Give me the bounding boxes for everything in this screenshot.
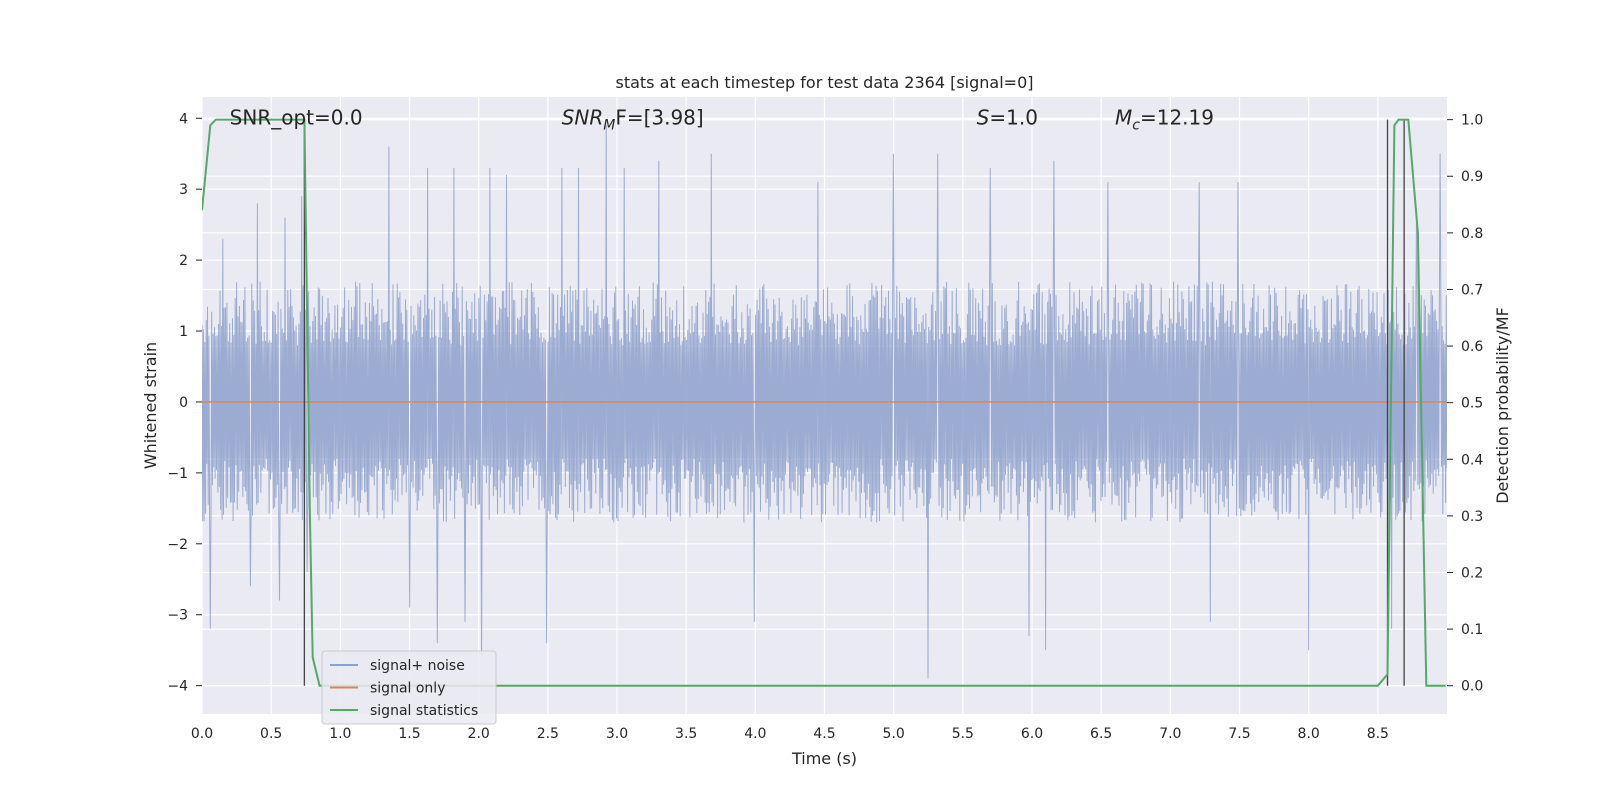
y-axis-right-label: Detection probability/MF xyxy=(1493,307,1512,504)
y-right-tick-label: 0.5 xyxy=(1461,396,1483,412)
x-tick-label: 8.5 xyxy=(1367,726,1389,742)
legend: signal+ noise signal only signal statistic… xyxy=(321,650,497,725)
legend-box xyxy=(321,650,497,725)
y-right-tick-label: 0.1 xyxy=(1461,622,1483,638)
x-tick-label: 1.5 xyxy=(398,726,420,742)
x-tick-label: 6.5 xyxy=(1090,726,1112,742)
x-tick-label: 3.0 xyxy=(606,726,628,742)
y-left-tick-label: −2 xyxy=(167,537,188,553)
y-right-tick-label: 0.4 xyxy=(1461,452,1483,468)
legend-entry-label: signal+ noise xyxy=(370,658,465,674)
plot-area xyxy=(202,118,1447,687)
legend-entry-label: signal statistics xyxy=(370,703,478,719)
x-tick-label: 8.0 xyxy=(1298,726,1320,742)
x-tick-label: 5.0 xyxy=(883,726,905,742)
y-right-tick-label: 0.2 xyxy=(1461,565,1483,581)
x-tick-label: 2.5 xyxy=(537,726,559,742)
x-tick-label: 3.5 xyxy=(675,726,697,742)
y-left-tick-label: 4 xyxy=(179,111,188,127)
y-right-tick-label: 0.8 xyxy=(1461,226,1483,242)
x-tick-label: 1.0 xyxy=(329,726,351,742)
x-tick-label: 2.0 xyxy=(468,726,490,742)
y-left-tick-label: 0 xyxy=(179,395,188,411)
y-right-tick-label: 0.0 xyxy=(1461,679,1483,695)
y-left-tick-label: 3 xyxy=(179,182,188,198)
y-axis-left-label: Whitened strain xyxy=(141,342,160,469)
y-right-tick-label: 0.6 xyxy=(1461,339,1483,355)
y-right-tick-label: 1.0 xyxy=(1461,113,1483,129)
x-tick-label: 4.5 xyxy=(813,726,835,742)
annotation-text: S=1.0 xyxy=(977,105,1038,129)
x-axis-label: Time (s) xyxy=(791,749,857,768)
x-tick-label: 0.0 xyxy=(191,726,213,742)
legend-entry-label: signal only xyxy=(370,681,445,697)
x-tick-label: 7.0 xyxy=(1159,726,1181,742)
x-tick-label: 0.5 xyxy=(260,726,282,742)
y-left-tick-label: 2 xyxy=(179,253,188,269)
annotation-text: Mc=12.19 xyxy=(1115,105,1214,133)
x-tick-label: 7.5 xyxy=(1228,726,1250,742)
y-left-tick-label: 1 xyxy=(179,324,188,340)
y-left-tick-label: −1 xyxy=(167,466,188,482)
annotation-text: SNR_opt=0.0 xyxy=(230,105,363,129)
y-right-tick-label: 0.9 xyxy=(1461,169,1483,185)
chart-title: stats at each timestep for test data 236… xyxy=(615,73,1033,92)
x-tick-label: 4.0 xyxy=(744,726,766,742)
y-right-tick-label: 0.3 xyxy=(1461,509,1483,525)
series-signal-statistics-line xyxy=(202,118,1446,687)
x-tick-label: 5.5 xyxy=(952,726,974,742)
annotation-text: SNRMF=[3.98] xyxy=(562,105,704,133)
y-left-tick-label: −3 xyxy=(167,608,188,624)
y-right-tick-label: 0.7 xyxy=(1461,282,1483,298)
y-left-tick-label: −4 xyxy=(167,679,188,695)
x-tick-label: 6.0 xyxy=(1021,726,1043,742)
